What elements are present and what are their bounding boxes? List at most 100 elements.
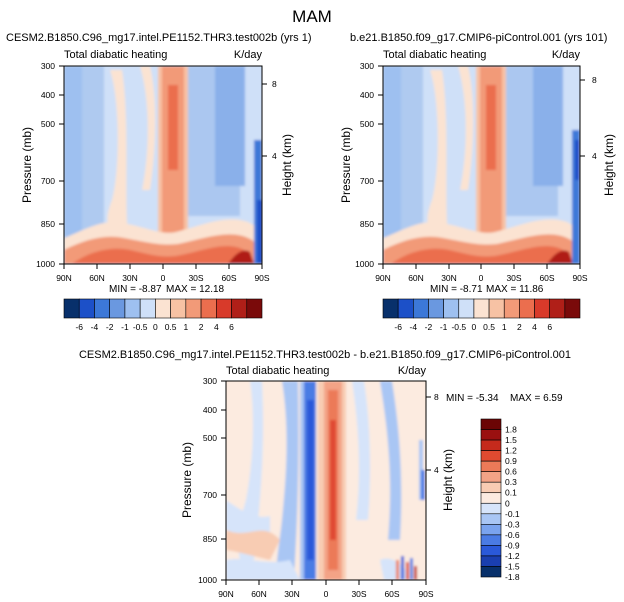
colorbar-left-swatch xyxy=(200,298,217,319)
x-tick-label: 0 xyxy=(479,273,484,283)
y-tick-label: 1000 xyxy=(355,259,374,269)
y-tick-label: 500 xyxy=(41,119,55,129)
colorbar-right-swatch xyxy=(458,298,475,319)
colorbar-diff-swatch xyxy=(480,418,502,430)
colorbar-left-label: -0.5 xyxy=(133,322,148,332)
panel-left-x-axis: 90N 60N 30N 0 30S 60S 90S xyxy=(56,264,270,283)
panel-right-title: b.e21.B1850.f09_g17.CMIP6-piControl.001 … xyxy=(350,32,607,44)
colorbar-right-swatch xyxy=(564,298,581,319)
colorbar-diff-swatch xyxy=(480,450,502,462)
panel-diff-min: MIN = -5.34 xyxy=(446,393,499,404)
colorbar-diff-label: 0.9 xyxy=(505,456,517,466)
y-tick-label: 1000 xyxy=(36,259,55,269)
colorbar-diff-label: -0.9 xyxy=(505,540,520,550)
x-tick-label: 0 xyxy=(324,589,329,599)
colorbar-diff-label: 0.6 xyxy=(505,467,517,477)
panel-right-units: K/day xyxy=(552,49,581,61)
colorbar-right-label: -1 xyxy=(440,322,448,332)
y-right-axis-label: Height (km) xyxy=(602,134,616,196)
colorbar-left-swatch xyxy=(170,298,187,319)
panel-left-max: MAX = 12.18 xyxy=(166,284,225,295)
colorbar-right-label: 2 xyxy=(517,322,522,332)
colorbar-diff-swatch xyxy=(480,534,502,546)
panel-diff: CESM2.B1850.C96_mg17.intel.PE1152.THR3.t… xyxy=(79,349,571,599)
colorbar-right-label: 1 xyxy=(502,322,507,332)
colorbar-right-swatch xyxy=(413,298,429,319)
panel-diff-title: CESM2.B1850.C96_mg17.intel.PE1152.THR3.t… xyxy=(79,349,571,361)
y-right-tick-label: 8 xyxy=(592,75,597,85)
colorbar-left-swatch xyxy=(94,298,110,319)
y-right-tick-label: 4 xyxy=(272,151,277,161)
colorbar-diff-label: -0.6 xyxy=(505,530,520,540)
x-tick-label: 0 xyxy=(161,273,166,283)
colorbar-diff-swatch xyxy=(480,555,502,567)
y-axis-label: Pressure (mb) xyxy=(180,442,194,518)
y-right-tick-label: 8 xyxy=(272,79,277,89)
panel-diff-max: MAX = 6.59 xyxy=(510,393,563,404)
colorbar-diff-swatch xyxy=(480,545,502,557)
colorbar-left-label: 2 xyxy=(199,322,204,332)
colorbar-right-swatch xyxy=(473,298,490,319)
panel-right-x-axis: 90N 60N 30N 0 30S 60S 90S xyxy=(375,264,588,283)
y-right-tick-label: 4 xyxy=(434,465,439,475)
panel-right-y-axis: 300 400 500 700 850 1000 Pressure (mb) 8… xyxy=(339,61,616,269)
figure-title: MAM xyxy=(292,7,332,26)
panel-right-max: MAX = 11.86 xyxy=(486,284,544,295)
x-tick-label: 90S xyxy=(418,589,433,599)
colorbar-diff-label: -0.3 xyxy=(505,519,520,529)
colorbar-left-label: 4 xyxy=(214,322,219,332)
colorbar-left-swatch xyxy=(124,298,141,319)
panel-right-subtitle: Total diabatic heating xyxy=(383,49,486,61)
y-tick-label: 500 xyxy=(203,433,217,443)
colorbar-right-label: 0.5 xyxy=(483,322,495,332)
x-tick-label: 60N xyxy=(408,273,424,283)
colorbar-left-swatch xyxy=(63,298,80,319)
colorbar-left-swatch xyxy=(78,298,95,319)
colorbar-left-swatch xyxy=(185,298,202,319)
y-tick-label: 500 xyxy=(360,119,374,129)
x-tick-label: 30N xyxy=(122,273,138,283)
y-axis-label: Pressure (mb) xyxy=(339,127,353,203)
y-tick-label: 400 xyxy=(360,90,374,100)
y-tick-label: 300 xyxy=(41,61,55,71)
colorbar-diff-swatch xyxy=(480,524,502,536)
colorbar-left-label: 0 xyxy=(153,322,158,332)
colorbar-diff-label: -1.2 xyxy=(505,551,520,561)
colorbar-left-swatch xyxy=(109,298,126,319)
panel-right-field xyxy=(383,66,580,264)
colorbar-diff-label: 1.5 xyxy=(505,435,517,445)
colorbar-left-label: 1 xyxy=(183,322,188,332)
y-right-tick-label: 8 xyxy=(434,392,439,402)
y-tick-label: 850 xyxy=(360,219,374,229)
colorbar-diff-label: -1.8 xyxy=(505,572,520,582)
panel-diff-y-axis: 300 400 500 700 850 1000 Pressure (mb) 8… xyxy=(180,376,455,585)
colorbar-diff-label: 0.1 xyxy=(505,488,517,498)
y-tick-label: 400 xyxy=(41,90,55,100)
colorbar-diff-label: 1.8 xyxy=(505,425,517,435)
colorbar-right-swatch xyxy=(519,298,535,319)
y-axis-label: Pressure (mb) xyxy=(20,127,34,203)
colorbar-left-swatch xyxy=(139,298,156,319)
colorbar-right: -6 -4 -2 -1 -0.5 0 0.5 1 2 4 6 xyxy=(382,298,581,332)
colorbar-left-label: -4 xyxy=(91,322,99,332)
colorbar-left-swatch xyxy=(216,298,232,319)
y-tick-label: 700 xyxy=(360,176,374,186)
colorbar-right-label: -6 xyxy=(394,322,402,332)
x-tick-label: 90N xyxy=(375,273,391,283)
panel-left-subtitle: Total diabatic heating xyxy=(64,49,167,61)
colorbar-right-swatch xyxy=(397,298,414,319)
panel-right-min: MIN = -8.71 xyxy=(430,284,483,295)
x-tick-label: 60S xyxy=(221,273,236,283)
y-tick-label: 850 xyxy=(203,534,217,544)
x-tick-label: 30N xyxy=(284,589,300,599)
colorbar-left-label: -6 xyxy=(75,322,83,332)
panel-left-units: K/day xyxy=(234,49,263,61)
colorbar-right-swatch xyxy=(443,298,460,319)
y-right-axis-label: Height (km) xyxy=(280,134,294,196)
colorbar-right-swatch xyxy=(534,298,550,319)
colorbar-right-label: -4 xyxy=(410,322,418,332)
colorbar-diff-label: -0.1 xyxy=(505,509,520,519)
colorbar-left-swatch xyxy=(246,298,263,319)
y-tick-label: 400 xyxy=(203,405,217,415)
